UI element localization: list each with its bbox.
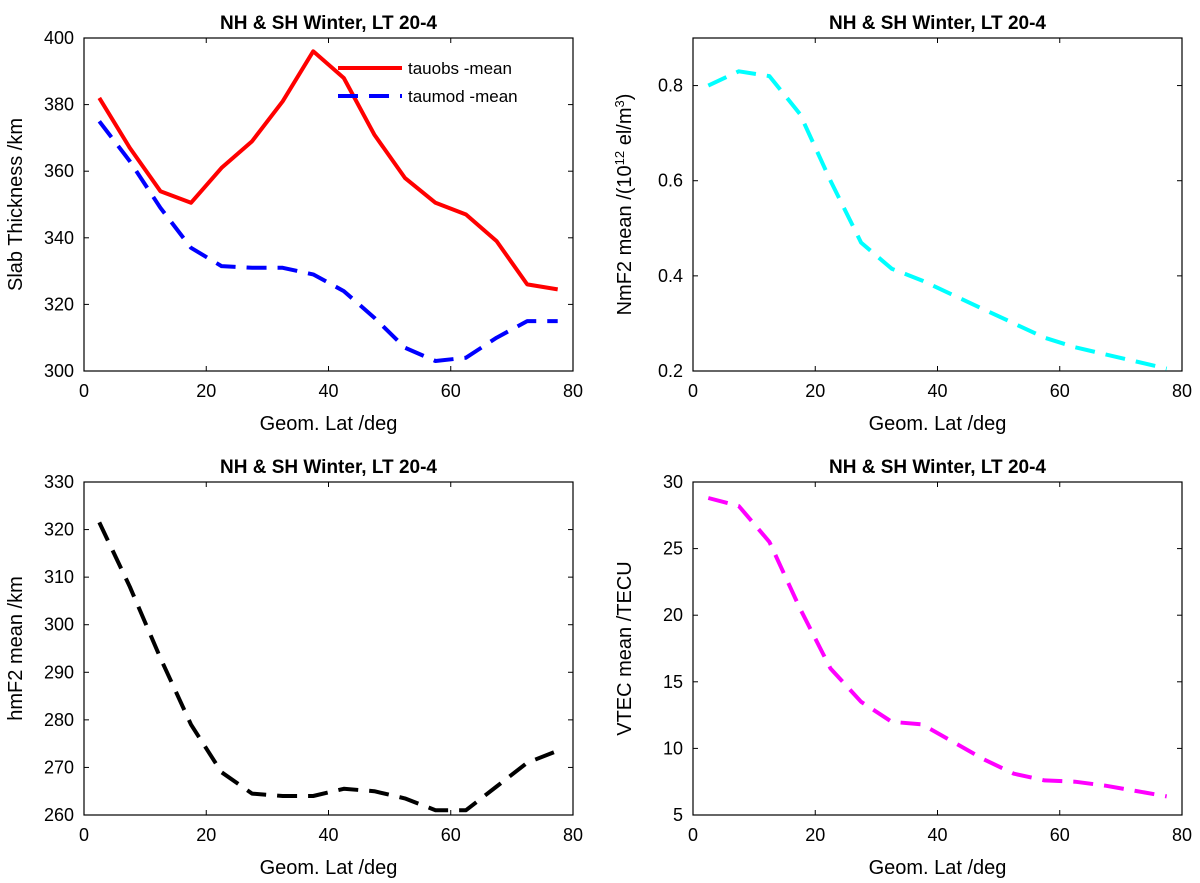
y-tick-label: 330: [44, 472, 74, 492]
x-tick-label: 20: [805, 381, 825, 401]
x-axis-label: Geom. Lat /deg: [260, 857, 398, 879]
y-tick-label: 310: [44, 567, 74, 587]
chart-title: NH & SH Winter, LT 20-4: [220, 13, 437, 34]
y-tick-label: 300: [44, 615, 74, 635]
y-tick-label: 400: [44, 28, 74, 48]
y-tick-label: 0.6: [658, 171, 683, 191]
series-line-vtec-mean: [707, 496, 1168, 799]
x-tick-label: 40: [927, 825, 947, 845]
y-tick-label: 340: [44, 228, 74, 248]
series-line-nmf2-mean: [707, 69, 1168, 371]
x-tick-label: 40: [318, 381, 338, 401]
plot-area: [83, 37, 574, 372]
x-tick-label: 0: [79, 825, 89, 845]
y-tick-label: 320: [44, 520, 74, 540]
y-tick-label: 380: [44, 95, 74, 115]
y-tick-label: 0.2: [658, 361, 683, 381]
y-tick-label: 15: [663, 672, 683, 692]
plot-area: [83, 481, 574, 816]
x-tick-label: 60: [441, 825, 461, 845]
series-line-tauobs-mean: [97, 49, 559, 292]
x-tick-label: 0: [688, 825, 698, 845]
series-line-taumod-mean: [97, 120, 558, 363]
x-tick-label: 60: [441, 381, 461, 401]
x-tick-label: 60: [1050, 381, 1070, 401]
x-tick-label: 80: [563, 825, 583, 845]
x-tick-label: 60: [1050, 825, 1070, 845]
y-tick-label: 0.8: [658, 76, 683, 96]
x-tick-label: 40: [927, 381, 947, 401]
y-tick-label: 360: [44, 161, 74, 181]
y-axis-label: NmF2 mean /(1012 el/m3): [612, 94, 637, 316]
chart-2: NH & SH Winter, LT 20-4 0 20 40 60 80 0.2 0.4 0.…: [612, 13, 1193, 435]
y-tick-label: 270: [44, 757, 74, 777]
y-axis-label: VTEC mean /TECU: [614, 561, 636, 735]
y-tick-label: 20: [663, 605, 683, 625]
x-tick-label: 20: [196, 825, 216, 845]
x-axis-label: Geom. Lat /deg: [869, 413, 1007, 435]
y-tick-label: 300: [44, 361, 74, 381]
x-tick-label: 0: [688, 381, 698, 401]
y-tick-label: 320: [44, 294, 74, 314]
chart-1: NH & SH Winter, LT 20-4 0 20 40 60 80 300 320 34…: [5, 13, 583, 435]
y-axis-label: hmF2 mean /km: [5, 576, 27, 720]
plot-area: [692, 481, 1183, 816]
chart-title: NH & SH Winter, LT 20-4: [220, 457, 437, 478]
legend-label: taumod -mean: [408, 87, 518, 106]
chart-title: NH & SH Winter, LT 20-4: [829, 457, 1046, 478]
plot-area: [692, 37, 1183, 372]
y-tick-label: 25: [663, 539, 683, 559]
legend: tauobs -mean taumod -mean: [338, 59, 518, 106]
x-tick-label: 20: [196, 381, 216, 401]
chart-4: NH & SH Winter, LT 20-4 0 20 40 60 80 5 10 15 20 2…: [614, 457, 1192, 879]
legend-label: tauobs -mean: [408, 59, 512, 78]
y-tick-label: 0.4: [658, 266, 683, 286]
x-tick-label: 20: [805, 825, 825, 845]
y-axis-label: Slab Thickness /km: [5, 118, 27, 291]
y-tick-label: 30: [663, 472, 683, 492]
y-tick-label: 10: [663, 738, 683, 758]
x-tick-label: 40: [318, 825, 338, 845]
x-tick-label: 0: [79, 381, 89, 401]
x-axis-label: Geom. Lat /deg: [869, 857, 1007, 879]
x-tick-label: 80: [563, 381, 583, 401]
y-tick-label: 290: [44, 662, 74, 682]
y-tick-label: 280: [44, 710, 74, 730]
x-tick-label: 80: [1172, 381, 1192, 401]
x-axis-label: Geom. Lat /deg: [260, 413, 398, 435]
chart-title: NH & SH Winter, LT 20-4: [829, 13, 1046, 34]
x-tick-label: 80: [1172, 825, 1192, 845]
y-tick-label: 260: [44, 805, 74, 825]
chart-3: NH & SH Winter, LT 20-4 0 20 40 60 80 260 270 28…: [5, 457, 583, 879]
y-tick-label: 5: [673, 805, 683, 825]
